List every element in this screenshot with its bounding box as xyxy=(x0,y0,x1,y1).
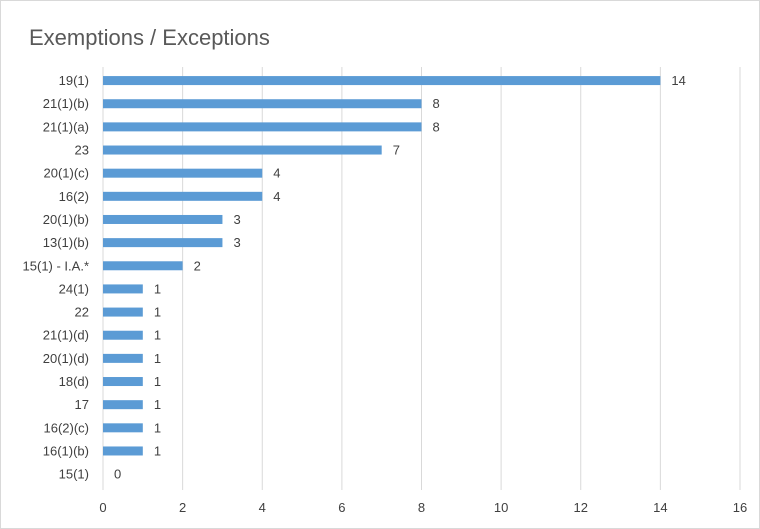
bar xyxy=(103,191,263,201)
bar xyxy=(103,214,223,224)
category-label: 21(1)(d) xyxy=(43,328,89,343)
category-label: 16(2)(c) xyxy=(43,420,89,435)
category-label: 17 xyxy=(75,397,89,412)
category-labels: 19(1) 21(1)(b) 21(1)(a) 23 20(1)(c) 16(2) 20(1… xyxy=(23,73,89,482)
bar xyxy=(103,330,143,340)
category-label: 16(1)(b) xyxy=(43,443,89,458)
category-label: 19(1) xyxy=(59,73,89,88)
x-tick-label: 4 xyxy=(259,500,266,515)
bars xyxy=(103,76,661,456)
category-label: 23 xyxy=(75,143,89,158)
bar xyxy=(103,122,422,132)
category-label: 18(d) xyxy=(59,374,89,389)
data-label: 1 xyxy=(154,281,161,296)
bar xyxy=(103,261,183,271)
data-label: 1 xyxy=(154,420,161,435)
data-label: 3 xyxy=(233,212,240,227)
data-label: 14 xyxy=(671,73,685,88)
bar xyxy=(103,284,143,294)
bar xyxy=(103,400,143,410)
category-label: 20(1)(d) xyxy=(43,351,89,366)
data-label: 1 xyxy=(154,397,161,412)
x-tick-label: 2 xyxy=(179,500,186,515)
x-tick-label: 14 xyxy=(653,500,667,515)
data-label: 8 xyxy=(433,96,440,111)
data-label: 3 xyxy=(233,235,240,250)
data-label: 1 xyxy=(154,443,161,458)
gridlines xyxy=(102,67,741,490)
category-label: 21(1)(b) xyxy=(43,96,89,111)
data-label: 0 xyxy=(114,467,121,482)
bar xyxy=(103,168,263,178)
x-tick-label: 12 xyxy=(574,500,588,515)
data-labels: 14 8 8 7 4 4 3 3 2 1 1 1 1 1 1 1 1 0 xyxy=(114,73,686,482)
data-label: 4 xyxy=(273,189,280,204)
bar xyxy=(103,99,422,109)
category-label: 22 xyxy=(75,305,89,320)
bar xyxy=(103,377,143,387)
data-label: 1 xyxy=(154,351,161,366)
bar xyxy=(103,353,143,363)
bar xyxy=(103,76,661,86)
category-label: 13(1)(b) xyxy=(43,235,89,250)
x-tick-label: 10 xyxy=(494,500,508,515)
bar xyxy=(103,238,223,248)
x-tick-label: 6 xyxy=(338,500,345,515)
category-label: 21(1)(a) xyxy=(43,119,89,134)
x-tick-label: 0 xyxy=(99,500,106,515)
bar xyxy=(103,446,143,456)
category-label: 24(1) xyxy=(59,281,89,296)
data-label: 1 xyxy=(154,328,161,343)
x-tick-label: 8 xyxy=(418,500,425,515)
bar xyxy=(103,145,382,155)
data-label: 8 xyxy=(433,119,440,134)
data-label: 2 xyxy=(194,258,201,273)
chart-title: Exemptions / Exceptions xyxy=(29,25,270,50)
bar xyxy=(103,423,143,433)
x-axis-tick-labels: 0 2 4 6 8 10 12 14 16 xyxy=(99,500,747,515)
category-label: 20(1)(b) xyxy=(43,212,89,227)
category-label: 15(1) - I.A.* xyxy=(23,258,89,273)
data-label: 1 xyxy=(154,305,161,320)
category-label: 20(1)(c) xyxy=(43,166,89,181)
category-label: 15(1) xyxy=(59,467,89,482)
data-label: 7 xyxy=(393,143,400,158)
bar xyxy=(103,307,143,317)
data-label: 4 xyxy=(273,166,280,181)
category-label: 16(2) xyxy=(59,189,89,204)
data-label: 1 xyxy=(154,374,161,389)
x-tick-label: 16 xyxy=(733,500,747,515)
